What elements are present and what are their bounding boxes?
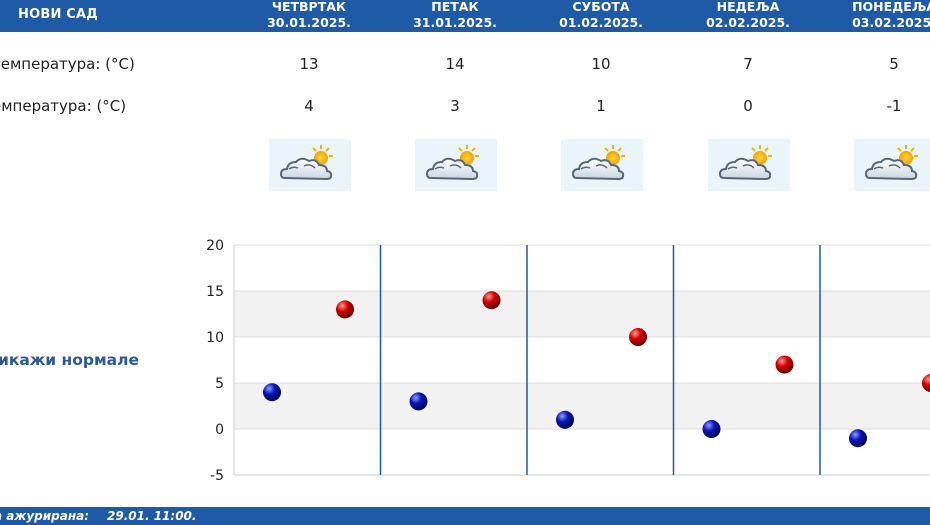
partly-cloudy-icon (854, 139, 930, 191)
day-date: 02.02.2025. (706, 15, 790, 30)
partly-cloudy-icon (708, 139, 790, 191)
day-header-2: ПЕТАК 31.01.2025. (395, 0, 515, 31)
max-temp-value: 5 (889, 55, 899, 73)
max-temp-value: 13 (299, 55, 319, 73)
max-temp-point (482, 291, 501, 310)
max-temp-value: 10 (591, 55, 611, 73)
day-date: 01.02.2025. (559, 15, 643, 30)
day-header-3: СУБОТА 01.02.2025. (541, 0, 661, 31)
header-bar: НОВИ САД ЧЕТВРТАК 30.01.2025. ПЕТАК 31.0… (0, 0, 930, 32)
max-temp-point (629, 328, 647, 346)
min-temp-point (849, 429, 867, 448)
partly-cloudy-icon (415, 139, 497, 191)
show-normals-link[interactable]: икажи нормале (0, 351, 139, 369)
max-temp-value: 14 (445, 55, 465, 73)
max-temp-value: 7 (743, 55, 753, 73)
grid-band (234, 383, 930, 429)
max-temp-label: температура: (°C) (0, 55, 135, 73)
day-header-4: НЕДЕЉА 02.02.2025. (688, 0, 808, 31)
max-temp-point (336, 300, 354, 319)
day-name: СУБОТА (572, 0, 630, 14)
footer-bar: а ажурирана: 29.01. 11:00. (0, 507, 930, 525)
min-temp-value: 4 (304, 97, 314, 115)
max-temp-point (775, 355, 794, 374)
y-tick-label: -5 (210, 468, 224, 484)
updated-time: 29.01. 11:00. (107, 509, 197, 523)
y-tick-label: 20 (206, 238, 224, 254)
y-tick-label: 15 (206, 284, 224, 300)
min-temp-point (263, 383, 281, 402)
updated-label: а ажурирана: (0, 509, 90, 523)
day-name: ЧЕТВРТАК (271, 0, 347, 14)
day-name: ПОНЕДЕЉА (852, 0, 930, 14)
day-date: 31.01.2025. (413, 15, 497, 30)
day-name: ПЕТАК (431, 0, 479, 14)
partly-cloudy-icon (269, 139, 351, 191)
day-date: 03.02.2025. (852, 15, 930, 30)
min-temp-point (556, 410, 574, 429)
y-tick-label: 5 (215, 376, 224, 392)
partly-cloudy-icon (561, 139, 643, 191)
min-temp-value: 0 (743, 97, 753, 115)
day-date: 30.01.2025. (267, 15, 351, 30)
min-temp-point (702, 420, 721, 438)
day-header-1: ЧЕТВРТАК 30.01.2025. (249, 0, 369, 31)
temperature-chart: 20 15 10 5 0 -5 (206, 238, 930, 484)
min-temp-value: 3 (450, 97, 460, 115)
y-tick-label: 10 (206, 330, 224, 346)
city-name: НОВИ САД (18, 7, 99, 22)
max-temp-point (922, 374, 930, 392)
min-temp-value: 1 (596, 97, 606, 115)
y-tick-label: 0 (215, 422, 224, 438)
min-temp-point (409, 392, 428, 411)
min-temp-value: -1 (886, 97, 902, 115)
day-name: НЕДЕЉА (716, 0, 780, 14)
day-header-5: ПОНЕДЕЉА 03.02.2025. (834, 0, 930, 31)
min-temp-label: емпература: (°C) (0, 97, 127, 115)
